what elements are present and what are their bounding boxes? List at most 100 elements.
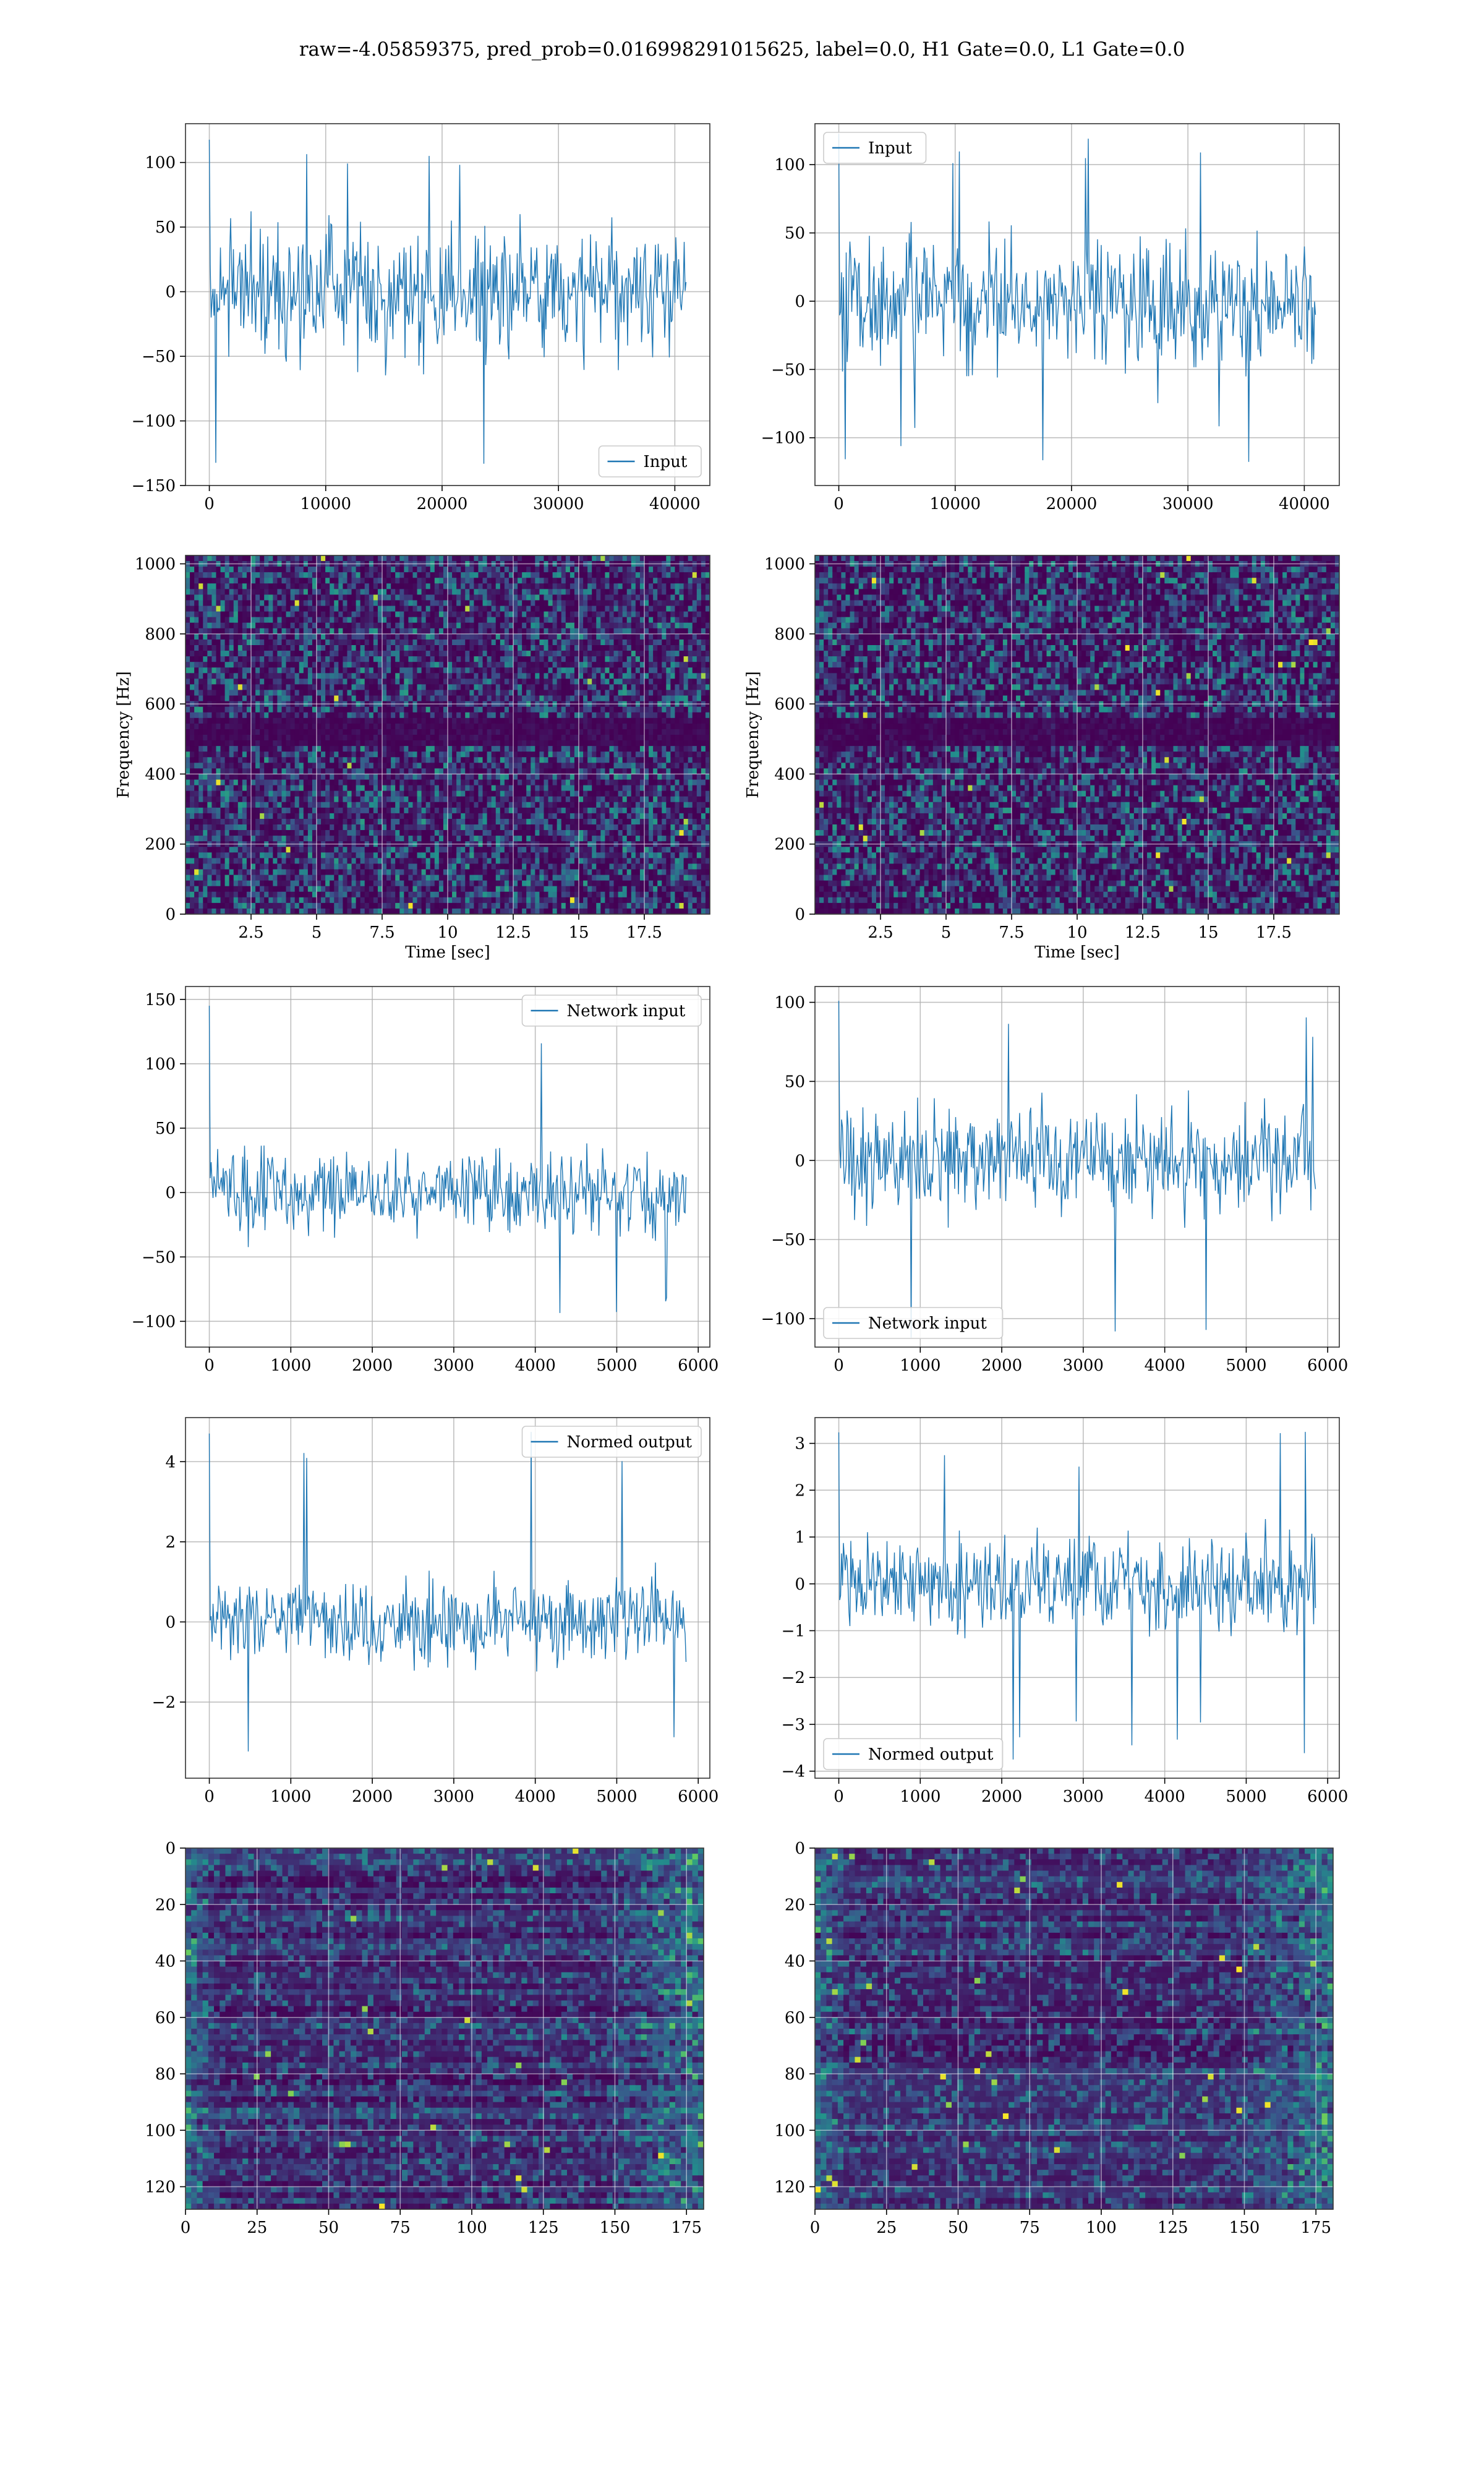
series-line <box>838 134 1316 462</box>
heat-cell <box>635 673 641 679</box>
heat-cell <box>561 740 566 747</box>
heat-cell <box>456 667 461 674</box>
heat-cell <box>251 611 256 618</box>
heat-cell <box>273 729 278 735</box>
heat-cell <box>639 774 645 781</box>
heat-cell <box>452 723 457 730</box>
heat-cell <box>347 746 352 752</box>
heat-cell <box>448 567 453 573</box>
heat-cell <box>251 746 256 752</box>
heat-cell <box>386 768 391 775</box>
heat-cell <box>579 673 584 679</box>
heat-cell <box>194 779 199 786</box>
heat-cell <box>596 690 601 696</box>
heat-cell <box>425 774 431 781</box>
heat-cell <box>679 622 684 629</box>
heat-cell <box>317 712 322 719</box>
heat-cell <box>461 633 466 640</box>
heat-cell <box>561 751 566 758</box>
heat-cell <box>653 729 658 735</box>
legend-label: Input <box>644 453 688 471</box>
heat-cell <box>662 695 667 702</box>
heat-cell <box>561 572 566 578</box>
heat-cell <box>273 611 278 618</box>
heat-cell <box>535 633 540 640</box>
heat-cell <box>469 673 474 679</box>
heat-cell <box>666 656 671 662</box>
heat-cell <box>277 645 283 651</box>
heat-cell <box>613 763 619 769</box>
heat-cell <box>657 763 662 769</box>
heat-cell <box>622 757 628 763</box>
heat-cell <box>412 667 418 674</box>
heat-cell <box>469 740 474 747</box>
heat-cell <box>600 779 605 786</box>
heat-cell <box>421 589 427 596</box>
heat-cell <box>211 735 217 741</box>
heat-cell <box>220 740 226 747</box>
heat-cell <box>626 684 632 691</box>
heat-cell <box>399 572 404 578</box>
heat-cell <box>649 639 654 646</box>
heat-cell <box>513 628 518 635</box>
heat-cell <box>299 606 304 612</box>
heat-cell <box>382 729 387 735</box>
heat-cell <box>334 768 339 775</box>
heat-cell <box>286 706 291 713</box>
heat-cell <box>522 656 527 662</box>
heat-cell <box>224 779 230 786</box>
heat-cell <box>356 578 361 584</box>
heat-cell <box>592 695 597 702</box>
heat-cell <box>273 684 278 691</box>
heat-cell <box>574 651 579 657</box>
heat-cell <box>273 651 278 657</box>
y-tick-label: 0 <box>165 283 176 302</box>
heat-cell <box>482 690 488 696</box>
heat-cell <box>321 617 326 623</box>
heat-cell <box>696 757 702 763</box>
heat-cell <box>237 695 243 702</box>
heat-cell <box>224 768 230 775</box>
heat-cell <box>531 651 535 657</box>
heat-cell <box>443 578 448 584</box>
heat-cell <box>343 667 348 674</box>
heat-cell <box>504 684 510 691</box>
heat-cell <box>277 572 283 578</box>
heat-cell <box>268 717 273 724</box>
heat-cell <box>649 656 654 662</box>
heat-cell <box>613 589 619 596</box>
heat-cell <box>330 622 335 629</box>
heat-cell <box>351 723 357 730</box>
heat-cell <box>373 662 378 668</box>
heat-cell <box>605 712 610 719</box>
heat-cell <box>351 578 357 584</box>
heat-cell <box>448 706 453 713</box>
heat-cell <box>452 717 457 724</box>
heat-cell <box>500 684 505 691</box>
heat-cell <box>574 600 579 607</box>
heat-cell <box>653 751 658 758</box>
heat-cell <box>338 717 343 724</box>
heat-cell <box>194 589 199 596</box>
heat-cell <box>417 633 422 640</box>
heat-cell <box>705 751 710 758</box>
heat-cell <box>356 746 361 752</box>
heat-cell <box>701 651 706 657</box>
heat-cell <box>683 751 689 758</box>
heat-cell <box>583 667 588 674</box>
heat-cell <box>186 774 190 781</box>
heat-cell <box>622 572 628 578</box>
heat-cell <box>286 768 291 775</box>
heat-cell <box>351 690 357 696</box>
chart-input-h1: 0 10000 20000 30000 40000−150−100−50050100In… <box>132 123 710 513</box>
heat-cell <box>649 589 654 596</box>
heat-cell <box>653 589 658 596</box>
heat-cell <box>522 706 527 713</box>
heat-cell <box>391 622 396 629</box>
heat-cell <box>360 594 365 601</box>
heat-cell <box>565 723 571 730</box>
heat-cell <box>251 678 256 685</box>
heat-cell <box>653 600 658 607</box>
heat-cell <box>452 611 457 618</box>
heat-cell <box>356 723 361 730</box>
